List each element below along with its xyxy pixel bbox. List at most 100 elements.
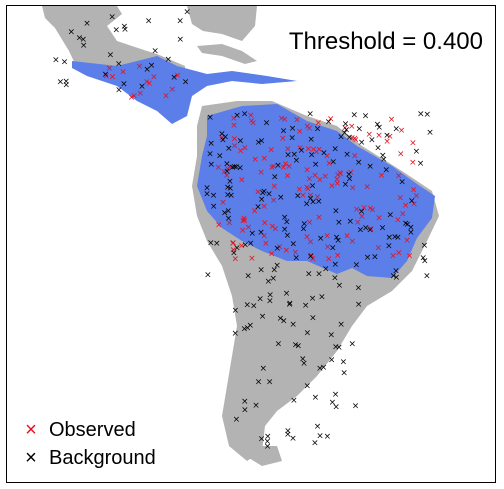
observed-point: × <box>398 126 406 136</box>
background-point: × <box>241 397 249 407</box>
observed-point: × <box>378 171 386 181</box>
background-point: × <box>224 183 232 193</box>
background-point: × <box>315 270 323 280</box>
background-point: × <box>320 148 328 158</box>
background-point: × <box>306 110 314 120</box>
background-point: × <box>52 56 60 66</box>
observed-point: × <box>334 251 342 261</box>
background-point: × <box>426 128 434 138</box>
legend-label-observed: Observed <box>49 418 136 441</box>
observed-point: × <box>223 171 231 181</box>
background-point: × <box>340 357 348 367</box>
background-point: × <box>374 143 382 153</box>
background-point: × <box>343 125 351 135</box>
observed-point: × <box>231 142 239 152</box>
background-point: × <box>385 241 393 251</box>
background-point: × <box>76 34 84 44</box>
background-point: × <box>364 253 372 263</box>
background-point: × <box>294 192 302 202</box>
observed-point: × <box>334 179 342 189</box>
background-point: × <box>325 118 333 128</box>
background-point: × <box>341 129 349 139</box>
background-point: × <box>79 35 87 45</box>
observed-point: × <box>337 169 345 179</box>
observed-point: × <box>237 146 245 156</box>
background-point: × <box>210 191 218 201</box>
background-point: × <box>304 329 312 339</box>
observed-point: × <box>218 133 226 143</box>
background-point: × <box>374 120 382 130</box>
observed-point: × <box>307 191 315 201</box>
background-point: × <box>289 320 297 330</box>
observed-point: × <box>136 89 144 99</box>
observed-point: × <box>304 184 312 194</box>
observed-point: × <box>272 224 280 234</box>
background-point: × <box>331 273 339 283</box>
background-point: × <box>225 144 233 154</box>
observed-point: × <box>316 175 324 185</box>
background-point: × <box>226 177 234 187</box>
background-point: × <box>355 125 363 135</box>
observed-point: × <box>409 138 417 148</box>
background-point: × <box>57 78 65 88</box>
background-point: × <box>424 110 432 120</box>
background-point: × <box>290 239 298 249</box>
observed-point: × <box>174 71 182 81</box>
background-point: × <box>83 19 91 29</box>
observed-point: × <box>241 216 249 226</box>
observed-point: × <box>143 77 151 87</box>
background-point: × <box>332 206 340 216</box>
observed-point: × <box>262 239 270 249</box>
background-point: × <box>333 233 341 243</box>
observed-point: × <box>327 114 335 124</box>
background-point: × <box>280 126 288 136</box>
cuba-landmass <box>197 44 257 64</box>
background-point: × <box>244 300 252 310</box>
observed-point: × <box>324 242 332 252</box>
observed-point: × <box>395 248 403 258</box>
observed-point: × <box>410 186 418 196</box>
background-point: × <box>335 218 343 228</box>
background-point: × <box>355 284 363 294</box>
observed-point: × <box>303 233 311 243</box>
background-point: × <box>394 233 402 243</box>
background-point: × <box>346 174 354 184</box>
background-point: × <box>309 314 317 324</box>
observed-point: × <box>314 192 322 202</box>
observed-point: × <box>282 160 290 170</box>
observed-point: × <box>215 163 223 173</box>
background-point: × <box>265 190 273 200</box>
observed-point: × <box>353 205 361 215</box>
background-point: × <box>266 291 274 301</box>
background-point: × <box>392 125 400 135</box>
background-point: × <box>231 163 239 173</box>
observed-point: × <box>219 198 227 208</box>
background-point: × <box>288 134 296 144</box>
observed-point: × <box>240 214 248 224</box>
background-point: × <box>305 270 313 280</box>
background-point: × <box>256 294 264 304</box>
background-point: × <box>308 150 316 160</box>
background-point: × <box>225 214 233 224</box>
background-point: × <box>348 340 356 350</box>
observed-point: × <box>276 243 284 253</box>
observed-point: × <box>293 116 301 126</box>
background-point: × <box>421 241 429 251</box>
observed-point: × <box>305 145 313 155</box>
background-point: × <box>255 138 263 148</box>
legend-label-background: Background <box>49 446 156 469</box>
observed-point: × <box>334 171 342 181</box>
background-point: × <box>362 111 370 121</box>
observed-point: × <box>306 175 314 185</box>
observed-point: × <box>349 183 357 193</box>
background-point: × <box>331 145 339 155</box>
background-point: × <box>347 217 355 227</box>
background-point: × <box>265 277 273 287</box>
background-point: × <box>318 292 326 302</box>
background-point: × <box>307 194 315 204</box>
observed-point: × <box>270 196 278 206</box>
background-point: × <box>304 381 312 391</box>
observed-point: × <box>348 122 356 132</box>
background-point: × <box>290 396 298 406</box>
background-point: × <box>231 329 239 339</box>
